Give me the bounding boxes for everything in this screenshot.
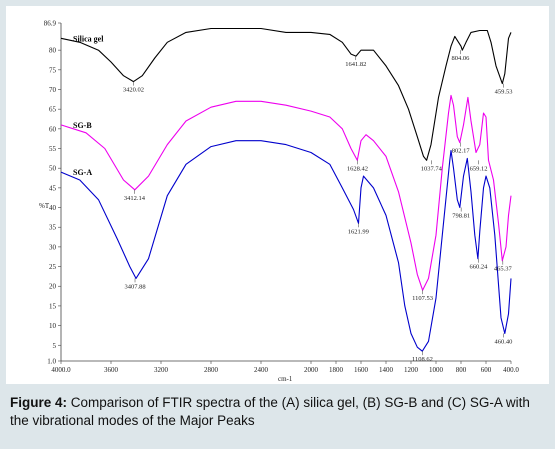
y-tick-label: 15 [49,302,57,310]
x-tick-label: 1200 [404,366,419,374]
peak-label: 804.06 [452,55,471,62]
y-tick-label: 75 [49,66,57,74]
figure-caption-label: Figure 4: [10,395,68,410]
peak-label: 1641.82 [345,61,366,68]
y-tick-label: 45 [49,184,57,192]
series-line-sg-a [60,140,512,352]
x-tick-label: 1600 [354,366,369,374]
peak-label: 1037.74 [421,165,443,172]
y-tick-label: 30 [49,243,57,251]
y-tick-label: 1.0 [47,358,56,366]
peak-label: 459.53 [495,89,513,96]
x-ticks: 4000.0 3600 3200 2800 2400 2000 1800 1600 1400 12… [51,361,519,374]
y-tick-label: 20 [49,283,57,291]
figure-caption-text: Comparison of FTIR spectra of the (A) si… [10,395,530,428]
y-tick-label: 25 [49,263,57,271]
x-tick-label: 3200 [154,366,169,374]
x-tick-label: 1400 [379,366,394,374]
peak-label: 1107.53 [412,295,433,302]
peak-label: 3420.02 [123,87,144,94]
y-tick-label: 5 [53,342,57,350]
ftir-chart-panel: 86.9 80 75 70 65 60 55 50 45 40 35 30 25 20 15 10 5 1.0 4… [6,6,549,384]
y-tick-label: 40 [49,204,57,212]
x-tick-label: 800 [456,366,467,374]
peak-label: 460.40 [495,338,513,345]
series-layer [60,27,512,352]
y-tick-label: 70 [49,86,57,94]
peak-label: 3412.14 [124,195,146,202]
y-tick-label: 55 [49,145,57,153]
x-tick-label: 600 [481,366,492,374]
y-axis-title: %T [39,202,50,210]
peak-label: 802.17 [452,148,471,155]
peak-label: 1621.99 [348,228,369,235]
x-tick-label: 2800 [204,366,219,374]
y-tick-label: 35 [49,224,57,232]
series-label-sg-b: SG-B [73,121,92,130]
peak-label: 659.12 [470,165,488,172]
x-tick-label: 1000 [429,366,444,374]
y-tick-label: 60 [49,125,57,133]
peak-label: 1628.42 [347,165,368,172]
peak-labels: 3420.02 1641.82 1037.74 804.06 459.53 3412.14… [123,50,513,363]
y-tick-label: 86.9 [44,20,57,28]
peak-label: 1108.62 [412,356,433,363]
x-axis-title: cm-1 [278,375,293,383]
x-tick-label: 4000.0 [51,366,71,374]
x-tick-label: 3600 [104,366,119,374]
y-tick-label: 50 [49,165,57,173]
ftir-chart: 86.9 80 75 70 65 60 55 50 45 40 35 30 25 20 15 10 5 1.0 4… [39,20,519,384]
y-tick-label: 10 [49,322,57,330]
series-label-silica-gel: Silica gel [73,34,104,43]
peak-label: 465.37 [494,266,513,273]
series-line-sg-b [60,94,512,291]
peak-label: 798.81 [452,213,470,220]
series-line-silica-gel [60,27,512,161]
series-labels: Silica gel SG-B SG-A [73,34,104,177]
x-tick-label: 2400 [254,366,269,374]
y-tick-label: 65 [49,106,57,114]
y-ticks: 86.9 80 75 70 65 60 55 50 45 40 35 30 25 20 15 10 5 1.0 [44,20,61,366]
peak-label: 660.24 [470,264,489,271]
figure-caption: Figure 4: Comparison of FTIR spectra of … [10,394,545,430]
x-tick-label: 1800 [329,366,344,374]
x-tick-label: 2000 [304,366,319,374]
series-label-sg-a: SG-A [73,168,92,177]
peak-label: 3407.88 [124,283,145,290]
x-tick-label: 400.0 [503,366,519,374]
y-tick-label: 80 [49,47,57,55]
